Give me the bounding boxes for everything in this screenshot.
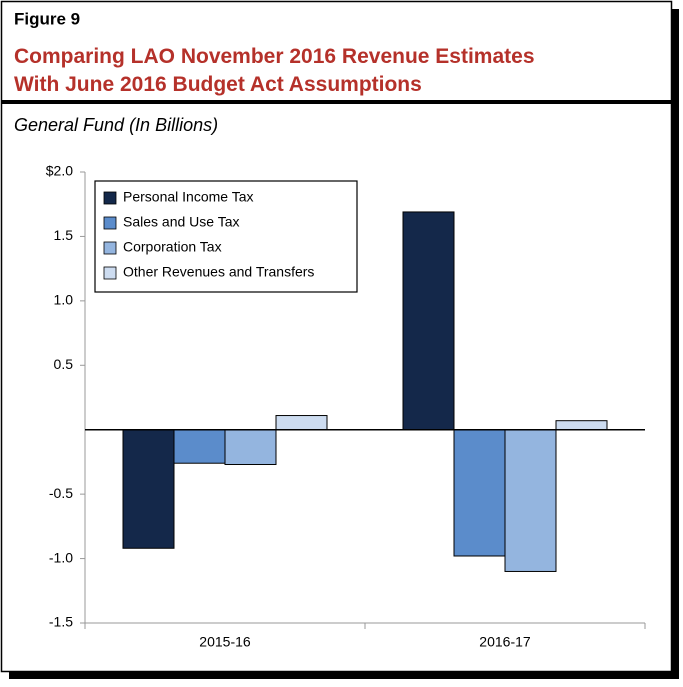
bar xyxy=(224,429,277,466)
legend-swatch xyxy=(103,266,117,280)
legend-swatch xyxy=(103,191,117,205)
y-tick-label: -1.5 xyxy=(49,614,73,630)
bar xyxy=(402,211,455,431)
legend-label: Sales and Use Tax xyxy=(123,214,239,230)
legend-label: Other Revenues and Transfers xyxy=(123,264,314,280)
subtitle: General Fund (In Billions) xyxy=(14,115,218,135)
bar xyxy=(173,429,226,464)
legend-label: Corporation Tax xyxy=(123,239,222,255)
figure-label: Figure 9 xyxy=(14,9,80,28)
bar xyxy=(555,420,608,431)
bar xyxy=(275,415,328,431)
y-tick-label: 1.5 xyxy=(54,227,74,243)
y-tick-label: -1.0 xyxy=(49,549,73,565)
bar xyxy=(122,429,175,549)
y-tick-label: 1.0 xyxy=(54,292,74,308)
chart-title: Comparing LAO November 2016 Revenue Esti… xyxy=(14,45,535,96)
bar xyxy=(453,429,506,557)
legend-swatch xyxy=(103,241,117,255)
frame xyxy=(0,0,673,673)
x-tick-label: 2015-16 xyxy=(199,634,251,650)
y-tick-label: 0.5 xyxy=(54,356,74,372)
legend-label: Personal Income Tax xyxy=(123,189,253,205)
y-tick-label: $2.0 xyxy=(46,163,73,179)
y-tick-label: -0.5 xyxy=(49,485,73,501)
legend-box xyxy=(94,180,358,293)
legend-swatch xyxy=(103,216,117,230)
title-rule xyxy=(2,100,671,104)
x-tick-label: 2016-17 xyxy=(479,634,531,650)
bar xyxy=(504,429,557,572)
